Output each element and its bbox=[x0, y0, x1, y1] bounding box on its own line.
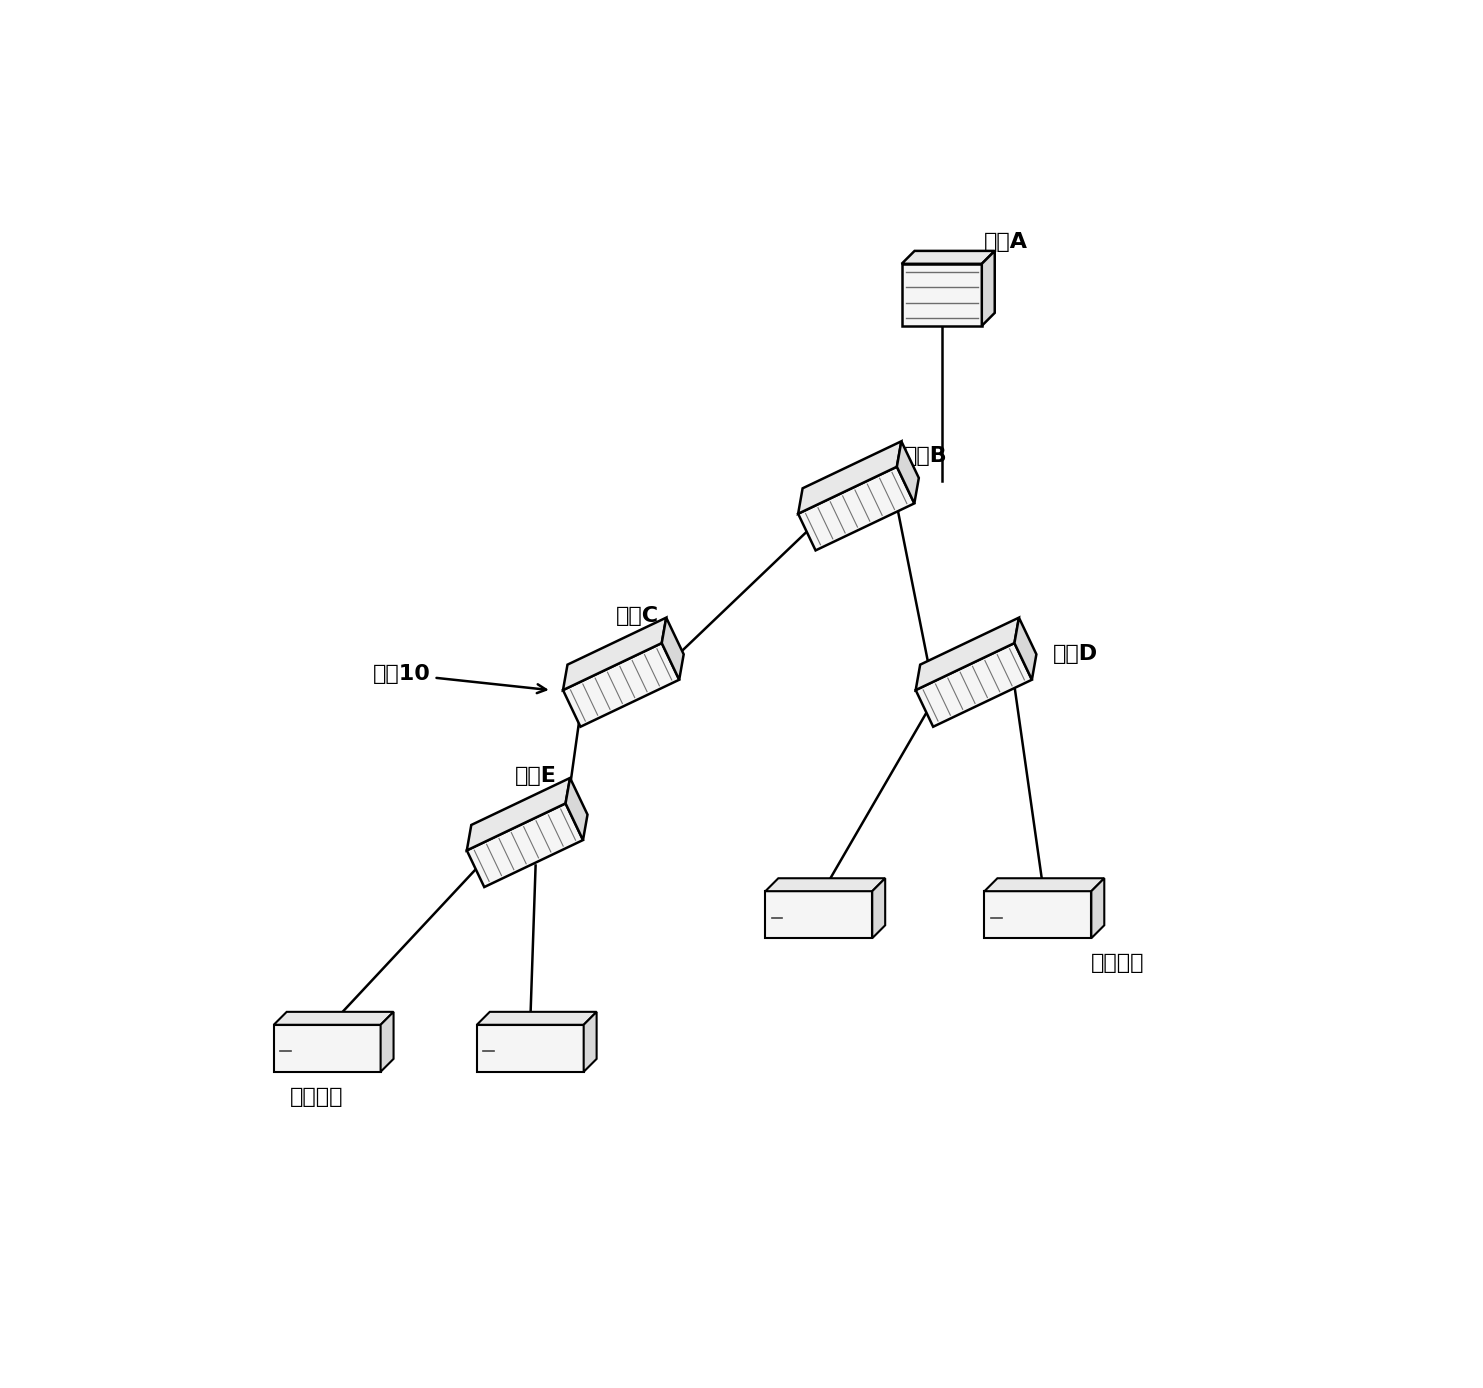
Polygon shape bbox=[798, 441, 902, 514]
Polygon shape bbox=[902, 264, 982, 326]
Polygon shape bbox=[564, 618, 666, 690]
Polygon shape bbox=[274, 1012, 393, 1024]
Text: 设备B: 设备B bbox=[903, 446, 948, 466]
Text: 设备E: 设备E bbox=[515, 766, 556, 787]
Polygon shape bbox=[564, 643, 679, 727]
Text: 设备D: 设备D bbox=[1053, 644, 1097, 663]
Polygon shape bbox=[478, 1024, 584, 1072]
Polygon shape bbox=[897, 441, 919, 504]
Polygon shape bbox=[765, 891, 872, 938]
Polygon shape bbox=[798, 466, 915, 551]
Polygon shape bbox=[915, 643, 1032, 727]
Text: 边缘设备: 边缘设备 bbox=[289, 1087, 343, 1108]
Polygon shape bbox=[467, 777, 569, 851]
Polygon shape bbox=[872, 879, 885, 938]
Polygon shape bbox=[661, 618, 684, 680]
Text: 接台10: 接台10 bbox=[374, 665, 546, 693]
Polygon shape bbox=[985, 879, 1105, 891]
Polygon shape bbox=[478, 1012, 596, 1024]
Polygon shape bbox=[381, 1012, 393, 1072]
Polygon shape bbox=[985, 891, 1091, 938]
Polygon shape bbox=[584, 1012, 596, 1072]
Polygon shape bbox=[1091, 879, 1105, 938]
Polygon shape bbox=[915, 618, 1019, 690]
Text: 设备A: 设备A bbox=[983, 232, 1028, 253]
Polygon shape bbox=[902, 251, 995, 264]
Polygon shape bbox=[765, 879, 885, 891]
Polygon shape bbox=[1014, 618, 1037, 680]
Polygon shape bbox=[467, 804, 583, 887]
Polygon shape bbox=[274, 1024, 381, 1072]
Polygon shape bbox=[565, 777, 587, 840]
Text: 边缘设备: 边缘设备 bbox=[1091, 954, 1145, 973]
Polygon shape bbox=[982, 251, 995, 326]
Text: 设备C: 设备C bbox=[615, 607, 658, 626]
